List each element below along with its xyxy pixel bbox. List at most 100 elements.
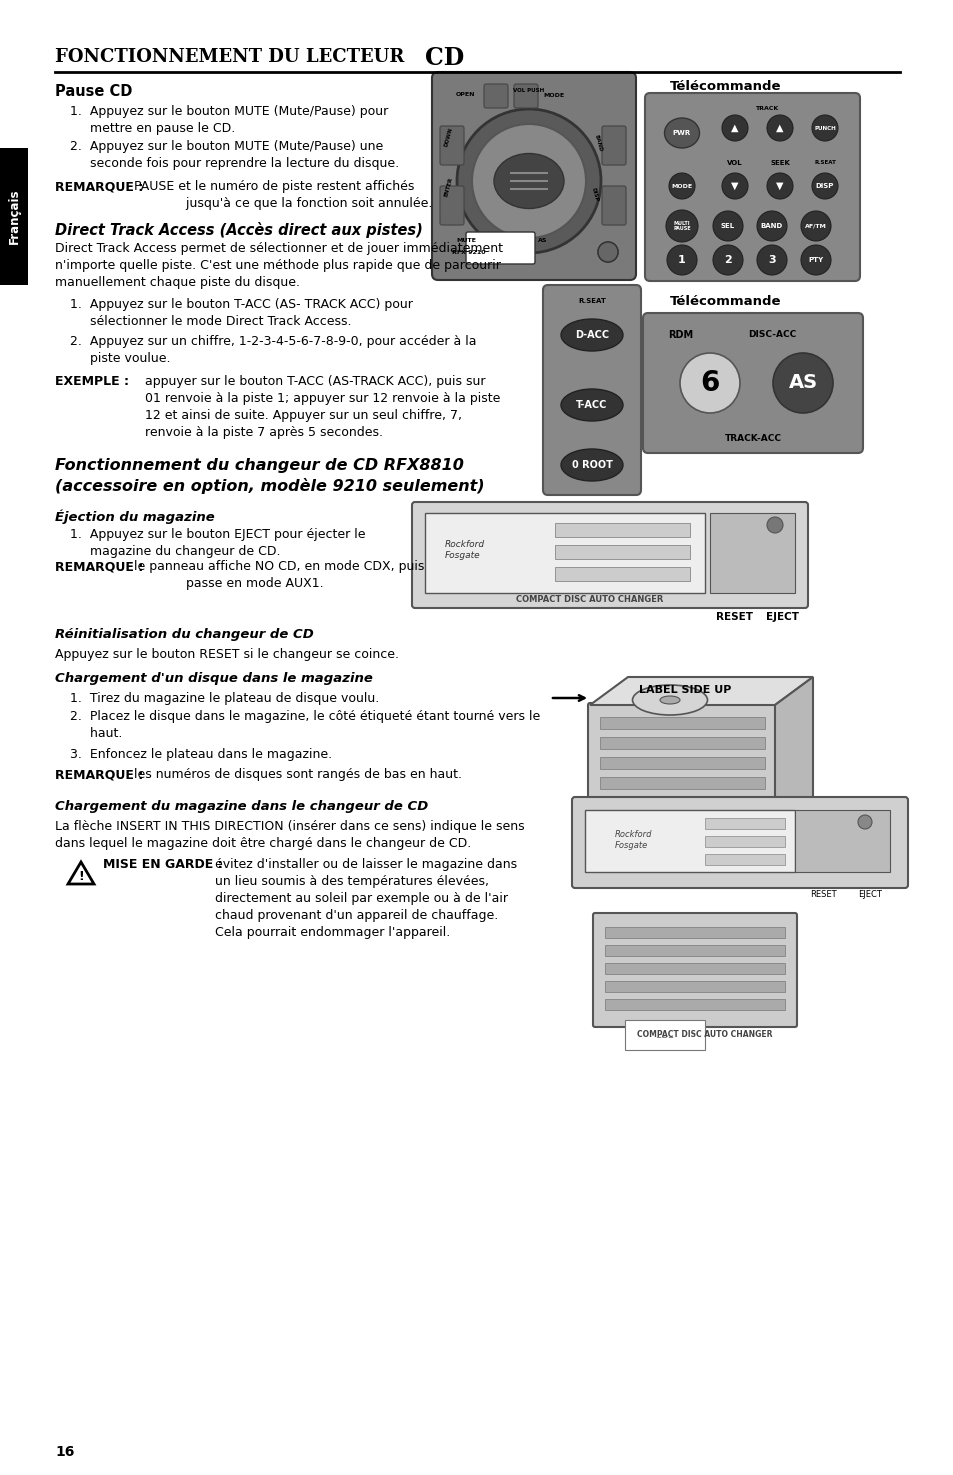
Text: OPEN: OPEN	[456, 91, 475, 97]
Text: MODE: MODE	[671, 183, 692, 189]
Text: R.SEAT: R.SEAT	[578, 298, 605, 304]
Bar	[555, 566, 689, 581]
Text: ENTER: ENTER	[443, 177, 454, 198]
Circle shape	[766, 173, 792, 199]
Text: le panneau affiche NO CD, en mode CDX, puis
              passe en mode AUX1.: le panneau affiche NO CD, en mode CDX, p…	[130, 560, 424, 590]
Text: PTY: PTY	[807, 257, 822, 263]
Text: Direct Track Access (Accès direct aux pistes): Direct Track Access (Accès direct aux pi…	[55, 223, 422, 237]
Bar	[624, 1021, 704, 1050]
Circle shape	[811, 173, 837, 199]
Polygon shape	[68, 861, 94, 884]
Text: AF/TM: AF/TM	[804, 224, 826, 229]
Ellipse shape	[494, 153, 563, 208]
Ellipse shape	[560, 319, 622, 351]
Text: BAND: BAND	[594, 134, 602, 152]
Text: 6: 6	[700, 369, 719, 397]
Text: Pause CD: Pause CD	[55, 84, 132, 99]
Text: PAUSE et le numéro de piste restent affichés
              jusqu'à ce que la fon: PAUSE et le numéro de piste restent affi…	[130, 180, 432, 209]
FancyBboxPatch shape	[601, 186, 625, 226]
Text: ▲: ▲	[731, 122, 738, 133]
Bar	[599, 796, 764, 808]
Text: VOL PUSH: VOL PUSH	[513, 88, 543, 93]
Circle shape	[668, 173, 695, 199]
Text: 3: 3	[767, 255, 775, 266]
Text: Fonctionnement du changeur de CD RFX8810: Fonctionnement du changeur de CD RFX8810	[55, 459, 463, 473]
Text: DISC-ACC: DISC-ACC	[747, 330, 796, 339]
Circle shape	[721, 115, 747, 142]
Text: AS: AS	[537, 237, 547, 243]
Text: 1.  Appuyez sur le bouton T-ACC (AS- TRACK ACC) pour
     sélectionner le mode D: 1. Appuyez sur le bouton T-ACC (AS- TRAC…	[70, 298, 413, 327]
Text: COMPACT DISC AUTO CHANGER: COMPACT DISC AUTO CHANGER	[516, 594, 663, 603]
Text: ▲: ▲	[776, 122, 783, 133]
Text: LABEL SIDE UP: LABEL SIDE UP	[639, 684, 730, 695]
Text: 1.  Tirez du magazine le plateau de disque voulu.: 1. Tirez du magazine le plateau de disqu…	[70, 692, 379, 705]
Bar	[599, 757, 764, 768]
Text: DOWN: DOWN	[443, 127, 454, 148]
Text: (accessoire en option, modèle 9210 seulement): (accessoire en option, modèle 9210 seule…	[55, 478, 484, 494]
Text: Appuyez sur le bouton RESET si le changeur se coince.: Appuyez sur le bouton RESET si le change…	[55, 648, 398, 661]
FancyBboxPatch shape	[644, 93, 859, 282]
Text: RDM: RDM	[667, 330, 693, 341]
Ellipse shape	[632, 684, 707, 715]
Text: EJECT: EJECT	[765, 612, 799, 622]
Text: 2.  Placez le disque dans le magazine, le côté étiqueté étant tourné vers le
   : 2. Placez le disque dans le magazine, le…	[70, 709, 539, 740]
Text: Chargement d'un disque dans le magazine: Chargement d'un disque dans le magazine	[55, 673, 373, 684]
Text: MISE EN GARDE :: MISE EN GARDE :	[103, 858, 222, 872]
FancyBboxPatch shape	[593, 913, 796, 1027]
Text: TRACK-ACC: TRACK-ACC	[723, 434, 781, 442]
Circle shape	[712, 211, 742, 240]
Text: 0 ROOT: 0 ROOT	[571, 460, 612, 471]
Text: BAND: BAND	[760, 223, 782, 229]
Text: 16: 16	[55, 1446, 74, 1459]
Text: REMARQUE :: REMARQUE :	[55, 768, 143, 780]
Text: 1.  Appuyez sur le bouton MUTE (Mute/Pause) pour
     mettre en pause le CD.: 1. Appuyez sur le bouton MUTE (Mute/Paus…	[70, 105, 388, 136]
Bar	[599, 717, 764, 729]
Bar	[604, 963, 784, 974]
Bar	[0, 148, 28, 285]
Text: Éjection du magazine: Éjection du magazine	[55, 510, 214, 525]
Bar	[599, 777, 764, 789]
FancyBboxPatch shape	[483, 84, 507, 108]
Ellipse shape	[659, 696, 679, 704]
Text: DISP: DISP	[590, 187, 598, 202]
Text: 2.  Appuyez sur le bouton MUTE (Mute/Pause) une
     seconde fois pour reprendre: 2. Appuyez sur le bouton MUTE (Mute/Paus…	[70, 140, 398, 170]
Text: MUTE: MUTE	[456, 237, 476, 243]
Text: CD: CD	[424, 46, 464, 69]
Bar	[794, 810, 889, 872]
FancyBboxPatch shape	[439, 125, 463, 165]
Text: SEEK: SEEK	[769, 159, 789, 167]
Circle shape	[772, 353, 832, 413]
FancyBboxPatch shape	[642, 313, 862, 453]
Text: !: !	[78, 870, 84, 884]
FancyBboxPatch shape	[601, 125, 625, 165]
Circle shape	[801, 211, 830, 240]
Text: EJECT: EJECT	[857, 889, 881, 898]
Circle shape	[679, 353, 740, 413]
Circle shape	[666, 245, 697, 274]
Text: 2.  Appuyez sur un chiffre, 1-2-3-4-5-6-7-8-9-0, pour accéder à la
     piste vo: 2. Appuyez sur un chiffre, 1-2-3-4-5-6-7…	[70, 335, 476, 364]
FancyBboxPatch shape	[572, 796, 907, 888]
Circle shape	[857, 816, 871, 829]
Text: Rockford
Fosgate: Rockford Fosgate	[615, 830, 652, 850]
Text: 2: 2	[723, 255, 731, 266]
Text: MODE: MODE	[542, 93, 563, 97]
FancyBboxPatch shape	[465, 232, 535, 264]
Bar	[604, 945, 784, 956]
Bar	[604, 926, 784, 938]
Circle shape	[766, 518, 782, 532]
Ellipse shape	[560, 389, 622, 420]
Text: 1.  Appuyez sur le bouton EJECT pour éjecter le
     magazine du changeur de CD.: 1. Appuyez sur le bouton EJECT pour éjec…	[70, 528, 365, 558]
Circle shape	[598, 242, 618, 263]
FancyBboxPatch shape	[542, 285, 640, 496]
Circle shape	[665, 209, 698, 242]
FancyBboxPatch shape	[412, 502, 807, 608]
Text: évitez d'installer ou de laisser le magazine dans
un lieu soumis à des températu: évitez d'installer ou de laisser le maga…	[214, 858, 517, 940]
Text: RESET: RESET	[809, 889, 836, 898]
FancyBboxPatch shape	[439, 186, 463, 226]
Bar	[604, 999, 784, 1010]
Text: PWR: PWR	[672, 130, 690, 136]
Text: D-ACC: D-ACC	[575, 330, 608, 341]
Text: R.SEAT: R.SEAT	[813, 161, 835, 165]
Text: La flèche INSERT IN THIS DIRECTION (insérer dans ce sens) indique le sens
dans l: La flèche INSERT IN THIS DIRECTION (insé…	[55, 820, 524, 850]
Bar	[704, 836, 784, 847]
